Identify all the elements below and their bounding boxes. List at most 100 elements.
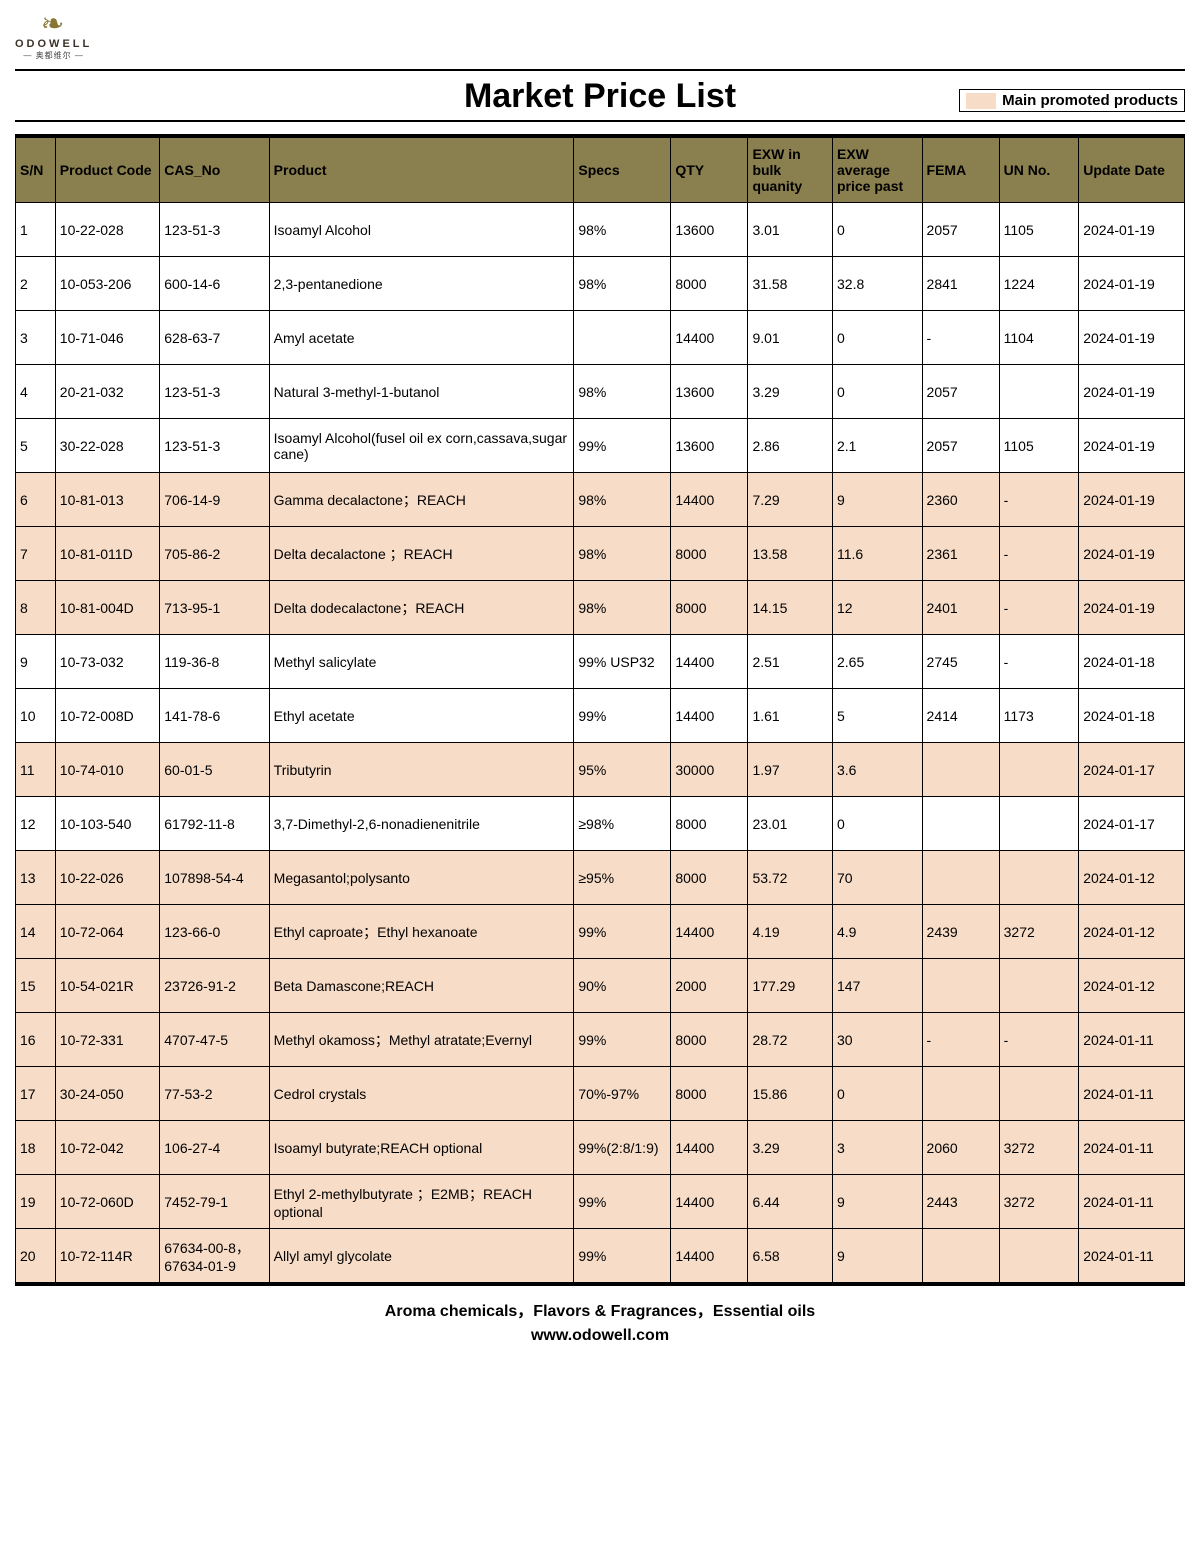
cell-fema: 2060 [922, 1121, 999, 1175]
cell-specs: 99% [574, 1013, 671, 1067]
cell-cas: 628-63-7 [160, 311, 269, 365]
cell-product: Isoamyl Alcohol(fusel oil ex corn,cassav… [269, 419, 574, 473]
cell-qty: 8000 [671, 581, 748, 635]
cell-fema: 2401 [922, 581, 999, 635]
col-header-6: EXW in bulk quanity [748, 138, 833, 203]
legend: Main promoted products [959, 89, 1185, 112]
cell-cas: 600-14-6 [160, 257, 269, 311]
cell-code: 10-053-206 [55, 257, 159, 311]
cell-exw_avg: 9 [833, 1175, 923, 1229]
cell-exw_avg: 147 [833, 959, 923, 1013]
cell-sn: 15 [16, 959, 56, 1013]
cell-un: - [999, 635, 1079, 689]
brand-name: ODOWELL [15, 38, 92, 50]
table-row: 1310-22-026107898-54-4Megasantol;polysan… [16, 851, 1185, 905]
table-row: 710-81-011D705-86-2Delta decalactone ；RE… [16, 527, 1185, 581]
cell-sn: 7 [16, 527, 56, 581]
cell-cas: 23726-91-2 [160, 959, 269, 1013]
footer: Aroma chemicals，Flavors & Fragrances，Ess… [15, 1300, 1185, 1348]
cell-qty: 14400 [671, 473, 748, 527]
cell-date: 2024-01-18 [1079, 689, 1185, 743]
cell-exw_bulk: 53.72 [748, 851, 833, 905]
cell-specs: 98% [574, 581, 671, 635]
col-header-0: S/N [16, 138, 56, 203]
cell-specs: 95% [574, 743, 671, 797]
cell-product: Delta dodecalactone；REACH [269, 581, 574, 635]
col-header-7: EXW average price past [833, 138, 923, 203]
cell-un: - [999, 473, 1079, 527]
table-row: 210-053-206600-14-62,3-pentanedione98%80… [16, 257, 1185, 311]
cell-code: 10-81-004D [55, 581, 159, 635]
col-header-9: UN No. [999, 138, 1079, 203]
cell-un [999, 851, 1079, 905]
cell-cas: 106-27-4 [160, 1121, 269, 1175]
cell-exw_bulk: 13.58 [748, 527, 833, 581]
cell-fema: 2439 [922, 905, 999, 959]
cell-un: - [999, 1013, 1079, 1067]
cell-exw_avg: 70 [833, 851, 923, 905]
cell-qty: 8000 [671, 797, 748, 851]
table-container: S/NProduct CodeCAS_NoProductSpecsQTYEXW … [15, 134, 1185, 1286]
cell-sn: 17 [16, 1067, 56, 1121]
cell-exw_avg: 9 [833, 1229, 923, 1283]
cell-qty: 13600 [671, 365, 748, 419]
cell-exw_bulk: 6.58 [748, 1229, 833, 1283]
cell-fema [922, 959, 999, 1013]
cell-specs: ≥98% [574, 797, 671, 851]
cell-exw_avg: 0 [833, 1067, 923, 1121]
table-row: 2010-72-114R67634-00-8，67634-01-9Allyl a… [16, 1229, 1185, 1283]
cell-date: 2024-01-11 [1079, 1013, 1185, 1067]
cell-fema: - [922, 311, 999, 365]
col-header-2: CAS_No [160, 138, 269, 203]
cell-exw_bulk: 3.29 [748, 365, 833, 419]
table-head: S/NProduct CodeCAS_NoProductSpecsQTYEXW … [16, 138, 1185, 203]
cell-sn: 6 [16, 473, 56, 527]
cell-sn: 10 [16, 689, 56, 743]
cell-sn: 12 [16, 797, 56, 851]
cell-date: 2024-01-12 [1079, 905, 1185, 959]
cell-fema: 2443 [922, 1175, 999, 1229]
cell-un: - [999, 581, 1079, 635]
table-row: 1910-72-060D7452-79-1Ethyl 2-methylbutyr… [16, 1175, 1185, 1229]
cell-un: 1173 [999, 689, 1079, 743]
cell-cas: 705-86-2 [160, 527, 269, 581]
cell-exw_avg: 0 [833, 203, 923, 257]
cell-un [999, 797, 1079, 851]
table-row: 810-81-004D713-95-1Delta dodecalactone；R… [16, 581, 1185, 635]
cell-product: Gamma decalactone；REACH [269, 473, 574, 527]
cell-exw_bulk: 3.01 [748, 203, 833, 257]
cell-exw_bulk: 2.51 [748, 635, 833, 689]
cell-specs: 99% [574, 689, 671, 743]
cell-un: 1104 [999, 311, 1079, 365]
cell-qty: 8000 [671, 1067, 748, 1121]
cell-code: 10-103-540 [55, 797, 159, 851]
table-row: 1010-72-008D141-78-6Ethyl acetate99%1440… [16, 689, 1185, 743]
cell-exw_avg: 4.9 [833, 905, 923, 959]
table-row: 530-22-028123-51-3Isoamyl Alcohol(fusel … [16, 419, 1185, 473]
cell-exw_avg: 11.6 [833, 527, 923, 581]
cell-un [999, 959, 1079, 1013]
cell-exw_bulk: 9.01 [748, 311, 833, 365]
cell-product: Beta Damascone;REACH [269, 959, 574, 1013]
cell-sn: 5 [16, 419, 56, 473]
col-header-8: FEMA [922, 138, 999, 203]
cell-qty: 8000 [671, 257, 748, 311]
cell-date: 2024-01-11 [1079, 1121, 1185, 1175]
cell-sn: 1 [16, 203, 56, 257]
cell-exw_avg: 0 [833, 365, 923, 419]
cell-date: 2024-01-19 [1079, 419, 1185, 473]
cell-cas: 107898-54-4 [160, 851, 269, 905]
col-header-1: Product Code [55, 138, 159, 203]
cell-specs: 90% [574, 959, 671, 1013]
cell-code: 10-72-042 [55, 1121, 159, 1175]
table-row: 420-21-032123-51-3Natural 3-methyl-1-but… [16, 365, 1185, 419]
cell-qty: 8000 [671, 527, 748, 581]
cell-sn: 4 [16, 365, 56, 419]
table-row: 1610-72-3314707-47-5Methyl okamoss；Methy… [16, 1013, 1185, 1067]
cell-date: 2024-01-19 [1079, 473, 1185, 527]
cell-qty: 13600 [671, 419, 748, 473]
cell-exw_avg: 2.65 [833, 635, 923, 689]
cell-cas: 60-01-5 [160, 743, 269, 797]
cell-exw_bulk: 15.86 [748, 1067, 833, 1121]
cell-cas: 706-14-9 [160, 473, 269, 527]
